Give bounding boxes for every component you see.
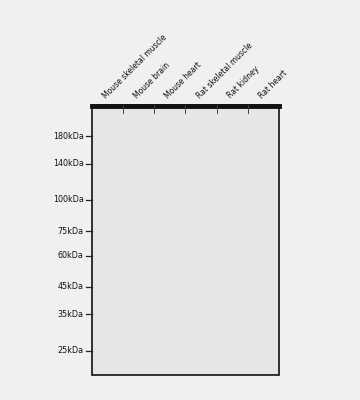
Text: Mouse brain: Mouse brain [132, 60, 172, 100]
Bar [92, 105, 279, 375]
Bar [92, 105, 279, 375]
Text: 75kDa: 75kDa [58, 227, 84, 236]
Text: 25kDa: 25kDa [58, 346, 84, 355]
Text: 180kDa: 180kDa [53, 132, 84, 141]
Text: Rat kidney: Rat kidney [226, 64, 261, 100]
Text: Mouse skeletal muscle: Mouse skeletal muscle [101, 32, 168, 100]
Text: Rat heart: Rat heart [257, 68, 289, 100]
Text: 35kDa: 35kDa [58, 310, 84, 318]
Text: Rat skeletal muscle: Rat skeletal muscle [195, 41, 254, 100]
Text: 45kDa: 45kDa [58, 282, 84, 291]
Text: Mouse heart: Mouse heart [163, 60, 203, 100]
Text: 140kDa: 140kDa [53, 159, 84, 168]
Text: 60kDa: 60kDa [58, 251, 84, 260]
Text: 100kDa: 100kDa [53, 196, 84, 204]
